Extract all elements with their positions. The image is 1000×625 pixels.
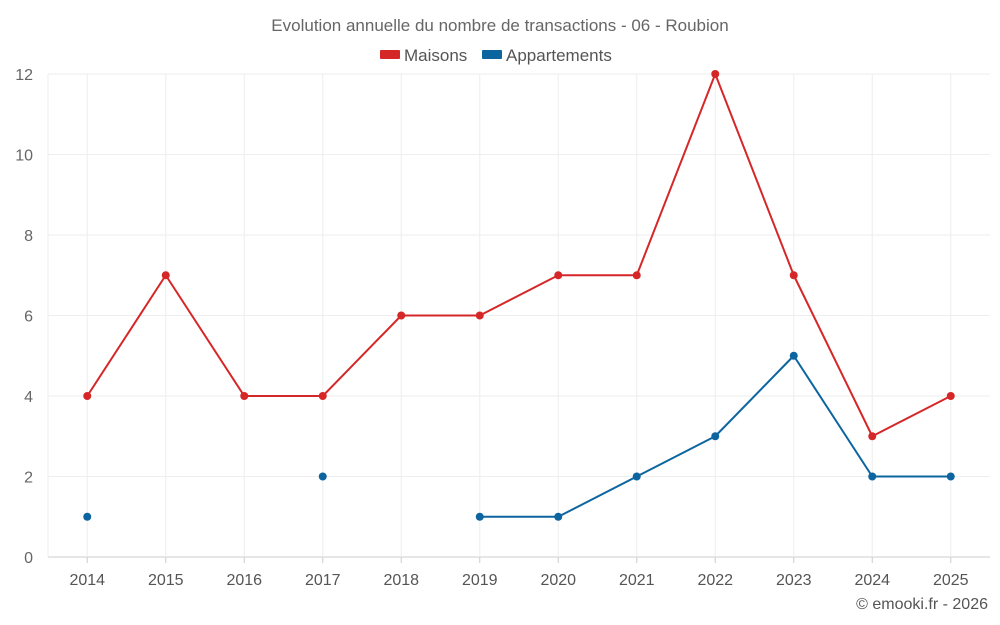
legend: Maisons Appartements: [380, 46, 612, 65]
x-axis-ticks: 2014 2015 2016 2017 2018 2019 2020 2021 2022 2023…: [69, 572, 968, 589]
x-tick-label: 2015: [148, 572, 184, 589]
x-tick-label: 2019: [462, 572, 498, 589]
legend-swatch-appartements: [482, 50, 502, 59]
series-line-maisons: [86, 73, 952, 438]
credit-text: © emooki.fr - 2026: [856, 596, 988, 613]
data-point-maisons[interactable]: [711, 70, 720, 78]
y-tick-label: 10: [15, 148, 33, 165]
legend-label-appartements[interactable]: Appartements: [506, 46, 612, 65]
data-point-appartements[interactable]: [83, 512, 92, 521]
x-tick-label: 2024: [854, 572, 890, 589]
data-point-maisons[interactable]: [789, 271, 798, 280]
y-axis-ticks: 0 2 4 6 8 10 12: [15, 67, 33, 567]
x-tick-label: 2021: [619, 572, 655, 589]
x-tick-label: 2014: [69, 572, 105, 589]
data-point-maisons[interactable]: [946, 392, 955, 400]
series-appartements: [83, 351, 955, 521]
y-tick-label: 12: [15, 67, 33, 84]
data-point-maisons[interactable]: [318, 392, 327, 400]
x-tick-label: 2022: [697, 572, 733, 589]
data-point-maisons[interactable]: [161, 271, 170, 280]
data-point-appartements[interactable]: [318, 472, 327, 481]
y-tick-label: 6: [24, 309, 33, 326]
data-point-appartements[interactable]: [711, 432, 720, 441]
x-tick-label: 2023: [776, 572, 812, 589]
y-tick-label: 0: [24, 550, 33, 567]
x-tick-label: 2016: [226, 572, 262, 589]
x-tick-label: 2017: [305, 572, 341, 589]
x-tick-label: 2020: [540, 572, 576, 589]
y-tick-label: 2: [24, 470, 33, 487]
data-point-maisons[interactable]: [632, 271, 641, 280]
legend-label-maisons[interactable]: Maisons: [404, 46, 467, 65]
grid: [47, 73, 990, 563]
data-point-appartements[interactable]: [632, 472, 641, 481]
series-maisons: [83, 70, 955, 441]
data-point-maisons[interactable]: [554, 271, 563, 280]
x-tick-label: 2025: [933, 572, 969, 589]
y-tick-label: 4: [24, 389, 33, 406]
x-tick-label: 2018: [383, 572, 419, 589]
data-point-appartements[interactable]: [554, 512, 563, 521]
chart-title: Evolution annuelle du nombre de transact…: [271, 16, 728, 35]
data-point-maisons[interactable]: [83, 392, 92, 400]
data-point-appartements[interactable]: [868, 472, 877, 481]
data-point-maisons[interactable]: [240, 392, 249, 400]
data-point-maisons[interactable]: [475, 311, 484, 320]
data-point-appartements[interactable]: [789, 351, 798, 360]
data-point-maisons[interactable]: [868, 432, 877, 441]
data-point-appartements[interactable]: [475, 512, 484, 521]
data-point-appartements[interactable]: [946, 472, 955, 481]
legend-swatch-maisons: [380, 50, 400, 59]
y-tick-label: 8: [24, 228, 33, 245]
data-point-maisons[interactable]: [397, 311, 406, 320]
series: [83, 70, 955, 521]
